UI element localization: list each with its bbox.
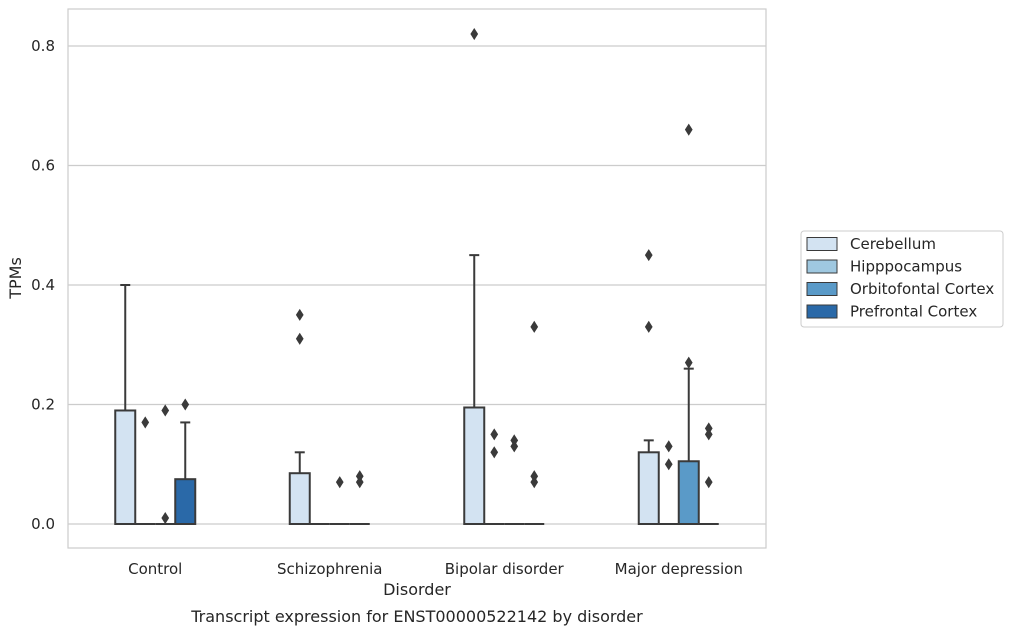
x-tick-label: Major depression	[615, 560, 743, 578]
y-tick-label: 0.4	[31, 276, 55, 294]
outlier-point	[335, 476, 344, 489]
legend-label: Prefrontal Cortex	[850, 303, 977, 321]
x-tick-label: Control	[128, 560, 182, 578]
box-3-0	[637, 439, 660, 525]
boxes	[114, 254, 719, 526]
legend-swatch	[806, 237, 838, 251]
box-1-0	[288, 451, 311, 525]
outlier-point	[704, 422, 713, 435]
x-tick-label: Bipolar disorder	[445, 560, 565, 578]
box-2-0	[463, 254, 486, 525]
y-tick-label: 0.6	[31, 157, 55, 175]
chart-title: Transcript expression for ENST0000052214…	[190, 607, 643, 626]
box-body	[174, 478, 197, 525]
outlier-point	[141, 416, 150, 429]
outlier-point	[664, 440, 673, 453]
outlier-point	[161, 404, 170, 417]
outlier-point	[295, 308, 304, 321]
outlier-point	[644, 249, 653, 262]
y-tick-label: 0.2	[31, 396, 55, 414]
legend-swatch	[806, 282, 838, 296]
outlier-point	[704, 476, 713, 489]
outlier-point	[181, 398, 190, 411]
y-axis-label: TPMs	[6, 257, 25, 300]
legend-label: Orbitofontal Cortex	[850, 280, 994, 298]
box-body	[677, 460, 700, 526]
outlier-point	[510, 434, 519, 447]
x-tick-label: Schizophrenia	[277, 560, 382, 578]
legend-label: Cerebellum	[850, 235, 936, 253]
outlier-point	[490, 446, 499, 459]
outlier-point	[470, 27, 479, 41]
legend-label: Hipppocampus	[850, 258, 962, 276]
outlier-point	[530, 470, 539, 483]
outliers	[141, 27, 713, 525]
y-tick-label: 0.0	[31, 515, 55, 533]
box-0-0	[114, 284, 137, 526]
legend: Cerebellum Hipppocampus Orbitofontal Corte…	[800, 230, 1004, 328]
outlier-point	[295, 332, 304, 345]
y-axis-ticks: 0.0 0.2 0.4 0.6 0.8	[31, 37, 55, 533]
legend-swatch	[806, 304, 838, 319]
box-0-3	[174, 421, 197, 525]
box-body	[114, 409, 137, 526]
outlier-point	[684, 356, 693, 369]
outlier-point	[644, 320, 653, 333]
grid-lines	[68, 45, 766, 525]
legend-swatch	[806, 259, 838, 274]
box-3-2	[677, 367, 700, 526]
outlier-point	[530, 320, 539, 333]
box-body	[288, 472, 311, 525]
y-tick-label: 0.8	[31, 37, 55, 55]
x-axis-ticks: Control Schizophrenia Bipolar disorder Majo…	[128, 560, 743, 578]
plot-area	[67, 8, 767, 549]
box-body	[637, 451, 660, 525]
legend-frame	[800, 230, 1004, 328]
outlier-point	[161, 511, 170, 525]
outlier-point	[684, 123, 693, 136]
outlier-point	[355, 470, 364, 483]
outlier-point	[490, 428, 499, 441]
x-axis-label: Disorder	[383, 580, 451, 599]
outlier-point	[664, 458, 673, 471]
box-body	[463, 406, 486, 525]
